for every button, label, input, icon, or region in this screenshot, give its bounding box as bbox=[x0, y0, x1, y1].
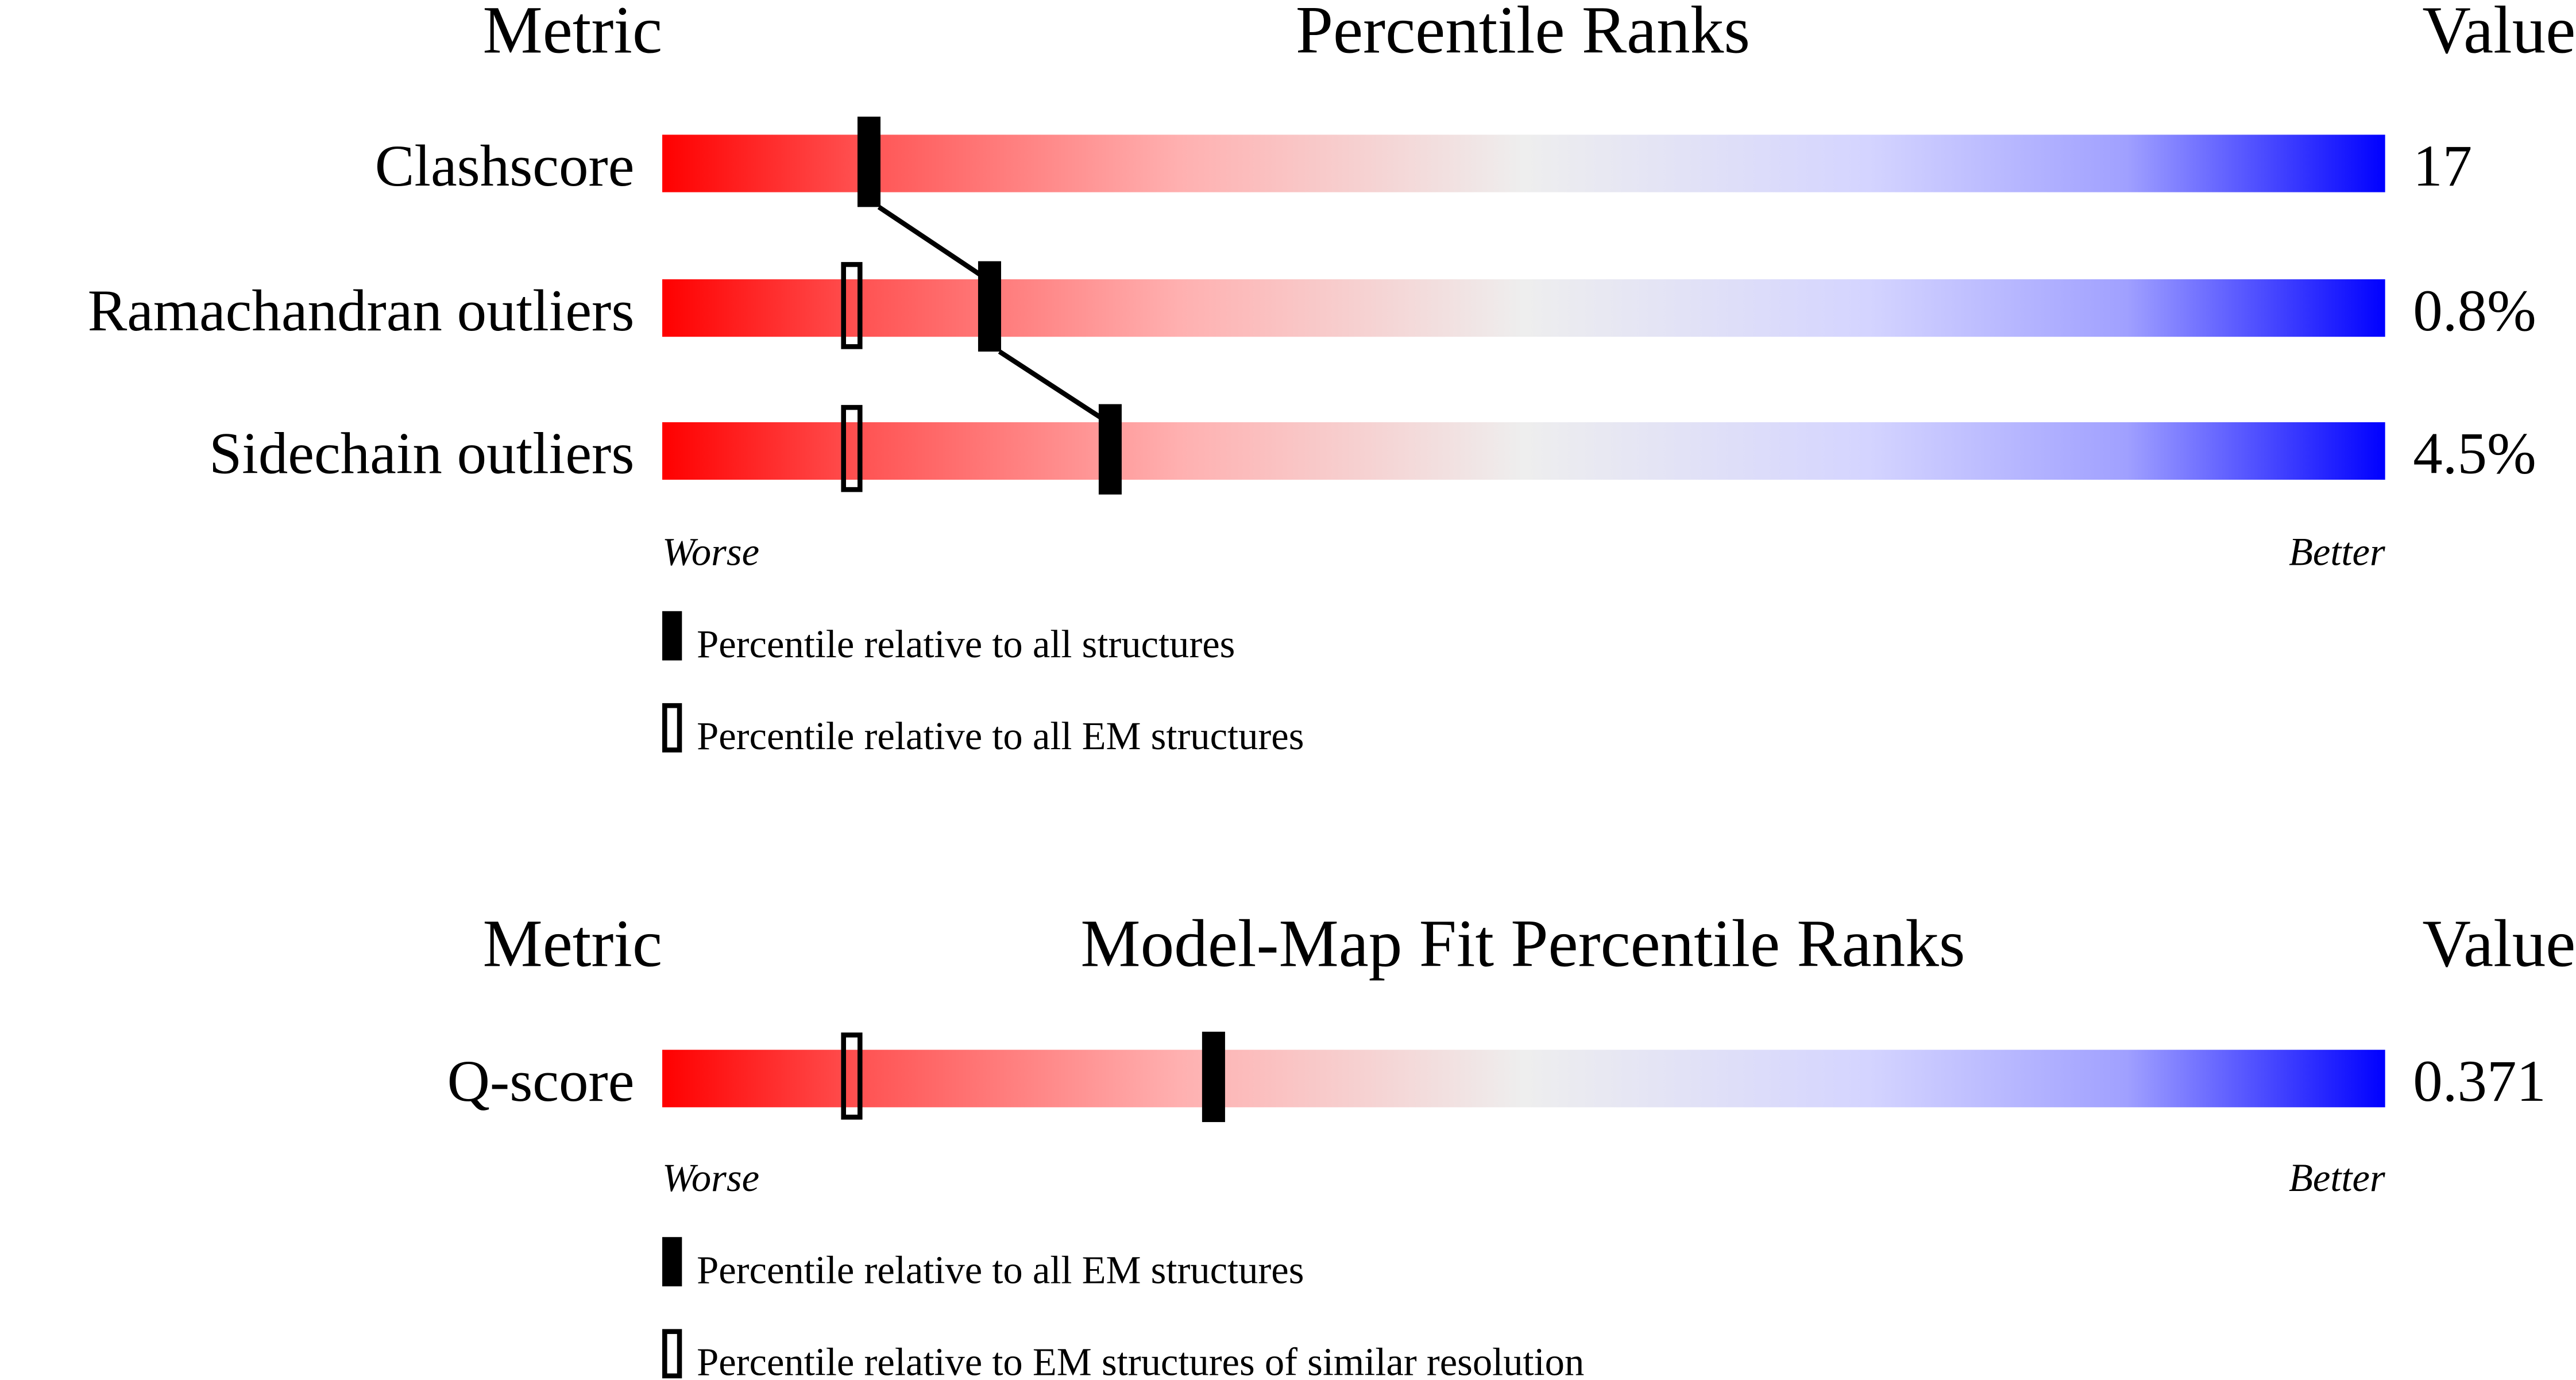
connector-line bbox=[877, 205, 982, 277]
metric-header: Metric bbox=[483, 907, 663, 981]
metric-header: Metric bbox=[483, 0, 663, 68]
metric-value: 17 bbox=[2413, 133, 2472, 199]
better-label: Better bbox=[2289, 1156, 2385, 1200]
filled-percentile-marker bbox=[1098, 404, 1122, 495]
legend-open-marker bbox=[662, 1329, 682, 1379]
panel-model-map-fit: Metric Model-Map Fit Percentile Ranks Va… bbox=[447, 907, 2576, 1380]
metric-label: Sidechain outliers bbox=[209, 421, 634, 487]
metric-value: 0.371 bbox=[2413, 1049, 2546, 1114]
chart-title: Percentile Ranks bbox=[1296, 0, 1750, 68]
filled-percentile-marker bbox=[1202, 1031, 1225, 1123]
chart-title: Model-Map Fit Percentile Ranks bbox=[1080, 907, 1965, 981]
percentile-bar bbox=[662, 1050, 2385, 1108]
value-header: Value bbox=[2422, 907, 2575, 981]
filled-percentile-marker bbox=[857, 117, 880, 207]
worse-label: Worse bbox=[662, 1156, 759, 1200]
metric-label: Clashscore bbox=[375, 133, 635, 199]
open-percentile-marker bbox=[841, 1032, 863, 1120]
legend-filled-marker bbox=[662, 1237, 682, 1287]
percentile-bar bbox=[662, 422, 2385, 480]
legend-open-marker bbox=[662, 703, 682, 753]
better-label: Better bbox=[2289, 530, 2385, 574]
legend-label: Percentile relative to all EM structures bbox=[697, 1248, 1304, 1292]
percentile-bar bbox=[662, 134, 2385, 192]
open-percentile-marker bbox=[841, 262, 863, 349]
metric-label: Ramachandran outliers bbox=[88, 278, 635, 344]
metric-value: 0.8% bbox=[2413, 278, 2536, 344]
percentile-bar bbox=[662, 279, 2385, 337]
legend-filled-marker bbox=[662, 611, 682, 661]
worse-label: Worse bbox=[662, 530, 759, 574]
open-percentile-marker bbox=[841, 404, 863, 492]
panel-percentile-ranks: Metric Percentile Ranks Value Clashscore… bbox=[88, 0, 2576, 758]
metric-label: Q-score bbox=[447, 1049, 635, 1114]
legend-label: Percentile relative to all EM structures bbox=[697, 714, 1304, 758]
filled-percentile-marker bbox=[978, 261, 1001, 352]
metric-value: 4.5% bbox=[2413, 421, 2536, 487]
connector-line bbox=[998, 349, 1102, 419]
legend-label: Percentile relative to all structures bbox=[697, 622, 1235, 666]
value-header: Value bbox=[2422, 0, 2575, 68]
legend-label: Percentile relative to EM structures of … bbox=[697, 1340, 1584, 1380]
